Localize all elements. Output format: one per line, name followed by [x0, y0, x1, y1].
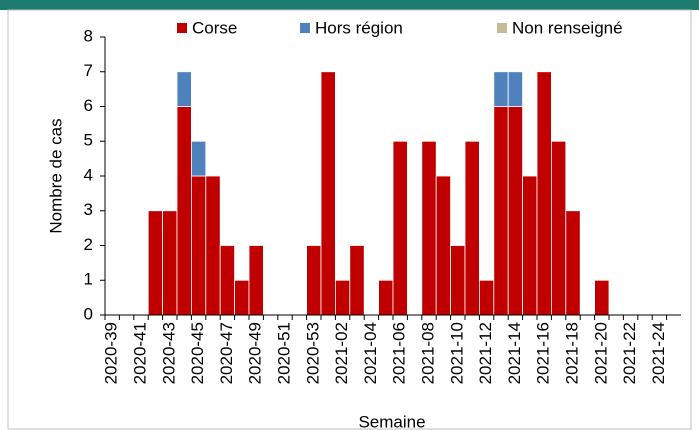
- bar-segment: [162, 210, 178, 316]
- x-tick-label: 2021-20: [591, 322, 610, 384]
- x-tick-label: 2020-39: [102, 322, 121, 384]
- bar-segment: [565, 210, 581, 316]
- bar-segment: [219, 245, 235, 316]
- header-strip: [0, 0, 699, 10]
- x-tick-label: 2021-12: [476, 322, 495, 384]
- bar-segment: [234, 279, 250, 316]
- bar-segment: [334, 279, 351, 316]
- bar-segment: [522, 175, 538, 316]
- legend-swatch: [300, 23, 310, 33]
- y-tick-label: 8: [84, 26, 93, 45]
- x-axis-title: Semaine: [358, 412, 425, 430]
- bar-segment: [493, 106, 509, 316]
- x-tick-label: 2021-10: [447, 322, 466, 384]
- legend-label: Non renseigné: [512, 18, 623, 37]
- bar-segment: [176, 71, 192, 107]
- x-tick-label: 2020-41: [130, 322, 149, 384]
- x-tick-label: 2021-22: [620, 322, 639, 384]
- x-tick-label: 2021-16: [534, 322, 553, 384]
- bar-segment: [248, 245, 264, 316]
- bar-segment: [306, 245, 322, 316]
- x-tick-label: 2020-49: [246, 322, 265, 384]
- y-axis-title: Nombre de cas: [46, 118, 65, 233]
- x-tick-label: 2020-45: [188, 322, 207, 384]
- y-tick-label: 3: [84, 200, 93, 219]
- bar-segment: [190, 140, 207, 177]
- bar-segment: [147, 210, 163, 316]
- bar-segment: [378, 279, 394, 316]
- x-tick-label: 2021-02: [332, 322, 351, 384]
- y-tick-label: 0: [84, 304, 93, 323]
- x-tick-label: 2020-43: [159, 322, 178, 384]
- y-tick-label: 2: [84, 235, 93, 254]
- frame: [7, 9, 692, 430]
- bar-segment: [190, 175, 207, 316]
- legend-label: Hors région: [315, 18, 403, 37]
- y-tick-label: 4: [84, 165, 93, 184]
- bar-segment: [551, 140, 567, 316]
- bar-segment: [320, 71, 336, 316]
- bar-segment: [176, 106, 192, 316]
- bar-segment: [493, 71, 509, 107]
- bar-segment: [594, 279, 610, 316]
- y-tick-label: 6: [84, 96, 93, 115]
- bar-segment: [507, 71, 524, 107]
- y-tick-label: 7: [84, 61, 93, 80]
- y-tick-label: 5: [84, 131, 93, 150]
- x-tick-label: 2020-51: [274, 322, 293, 384]
- bar-segment: [478, 279, 495, 316]
- bar-segment: [536, 71, 552, 316]
- y-tick-label: 1: [84, 270, 93, 289]
- x-tick-label: 2020-47: [217, 322, 236, 384]
- legend-swatch: [177, 23, 187, 33]
- bar-segment: [349, 245, 365, 316]
- bar-segment: [435, 175, 452, 316]
- x-tick-label: 2021-08: [418, 322, 437, 384]
- x-tick-label: 2021-14: [505, 322, 524, 384]
- bar-segment: [450, 245, 466, 316]
- x-tick-label: 2021-06: [390, 322, 409, 384]
- legend-label: Corse: [192, 18, 237, 37]
- bar-segment: [205, 175, 221, 316]
- x-tick-label: 2021-24: [649, 322, 668, 384]
- x-tick-label: 2021-04: [361, 322, 380, 384]
- bar-segment: [464, 140, 480, 316]
- bar-segment: [392, 140, 408, 316]
- bar-segment: [507, 106, 524, 316]
- legend-swatch: [497, 23, 507, 33]
- x-tick-label: 2021-18: [562, 322, 581, 384]
- x-tick-label: 2020-53: [303, 322, 322, 384]
- bar-segment: [421, 140, 437, 316]
